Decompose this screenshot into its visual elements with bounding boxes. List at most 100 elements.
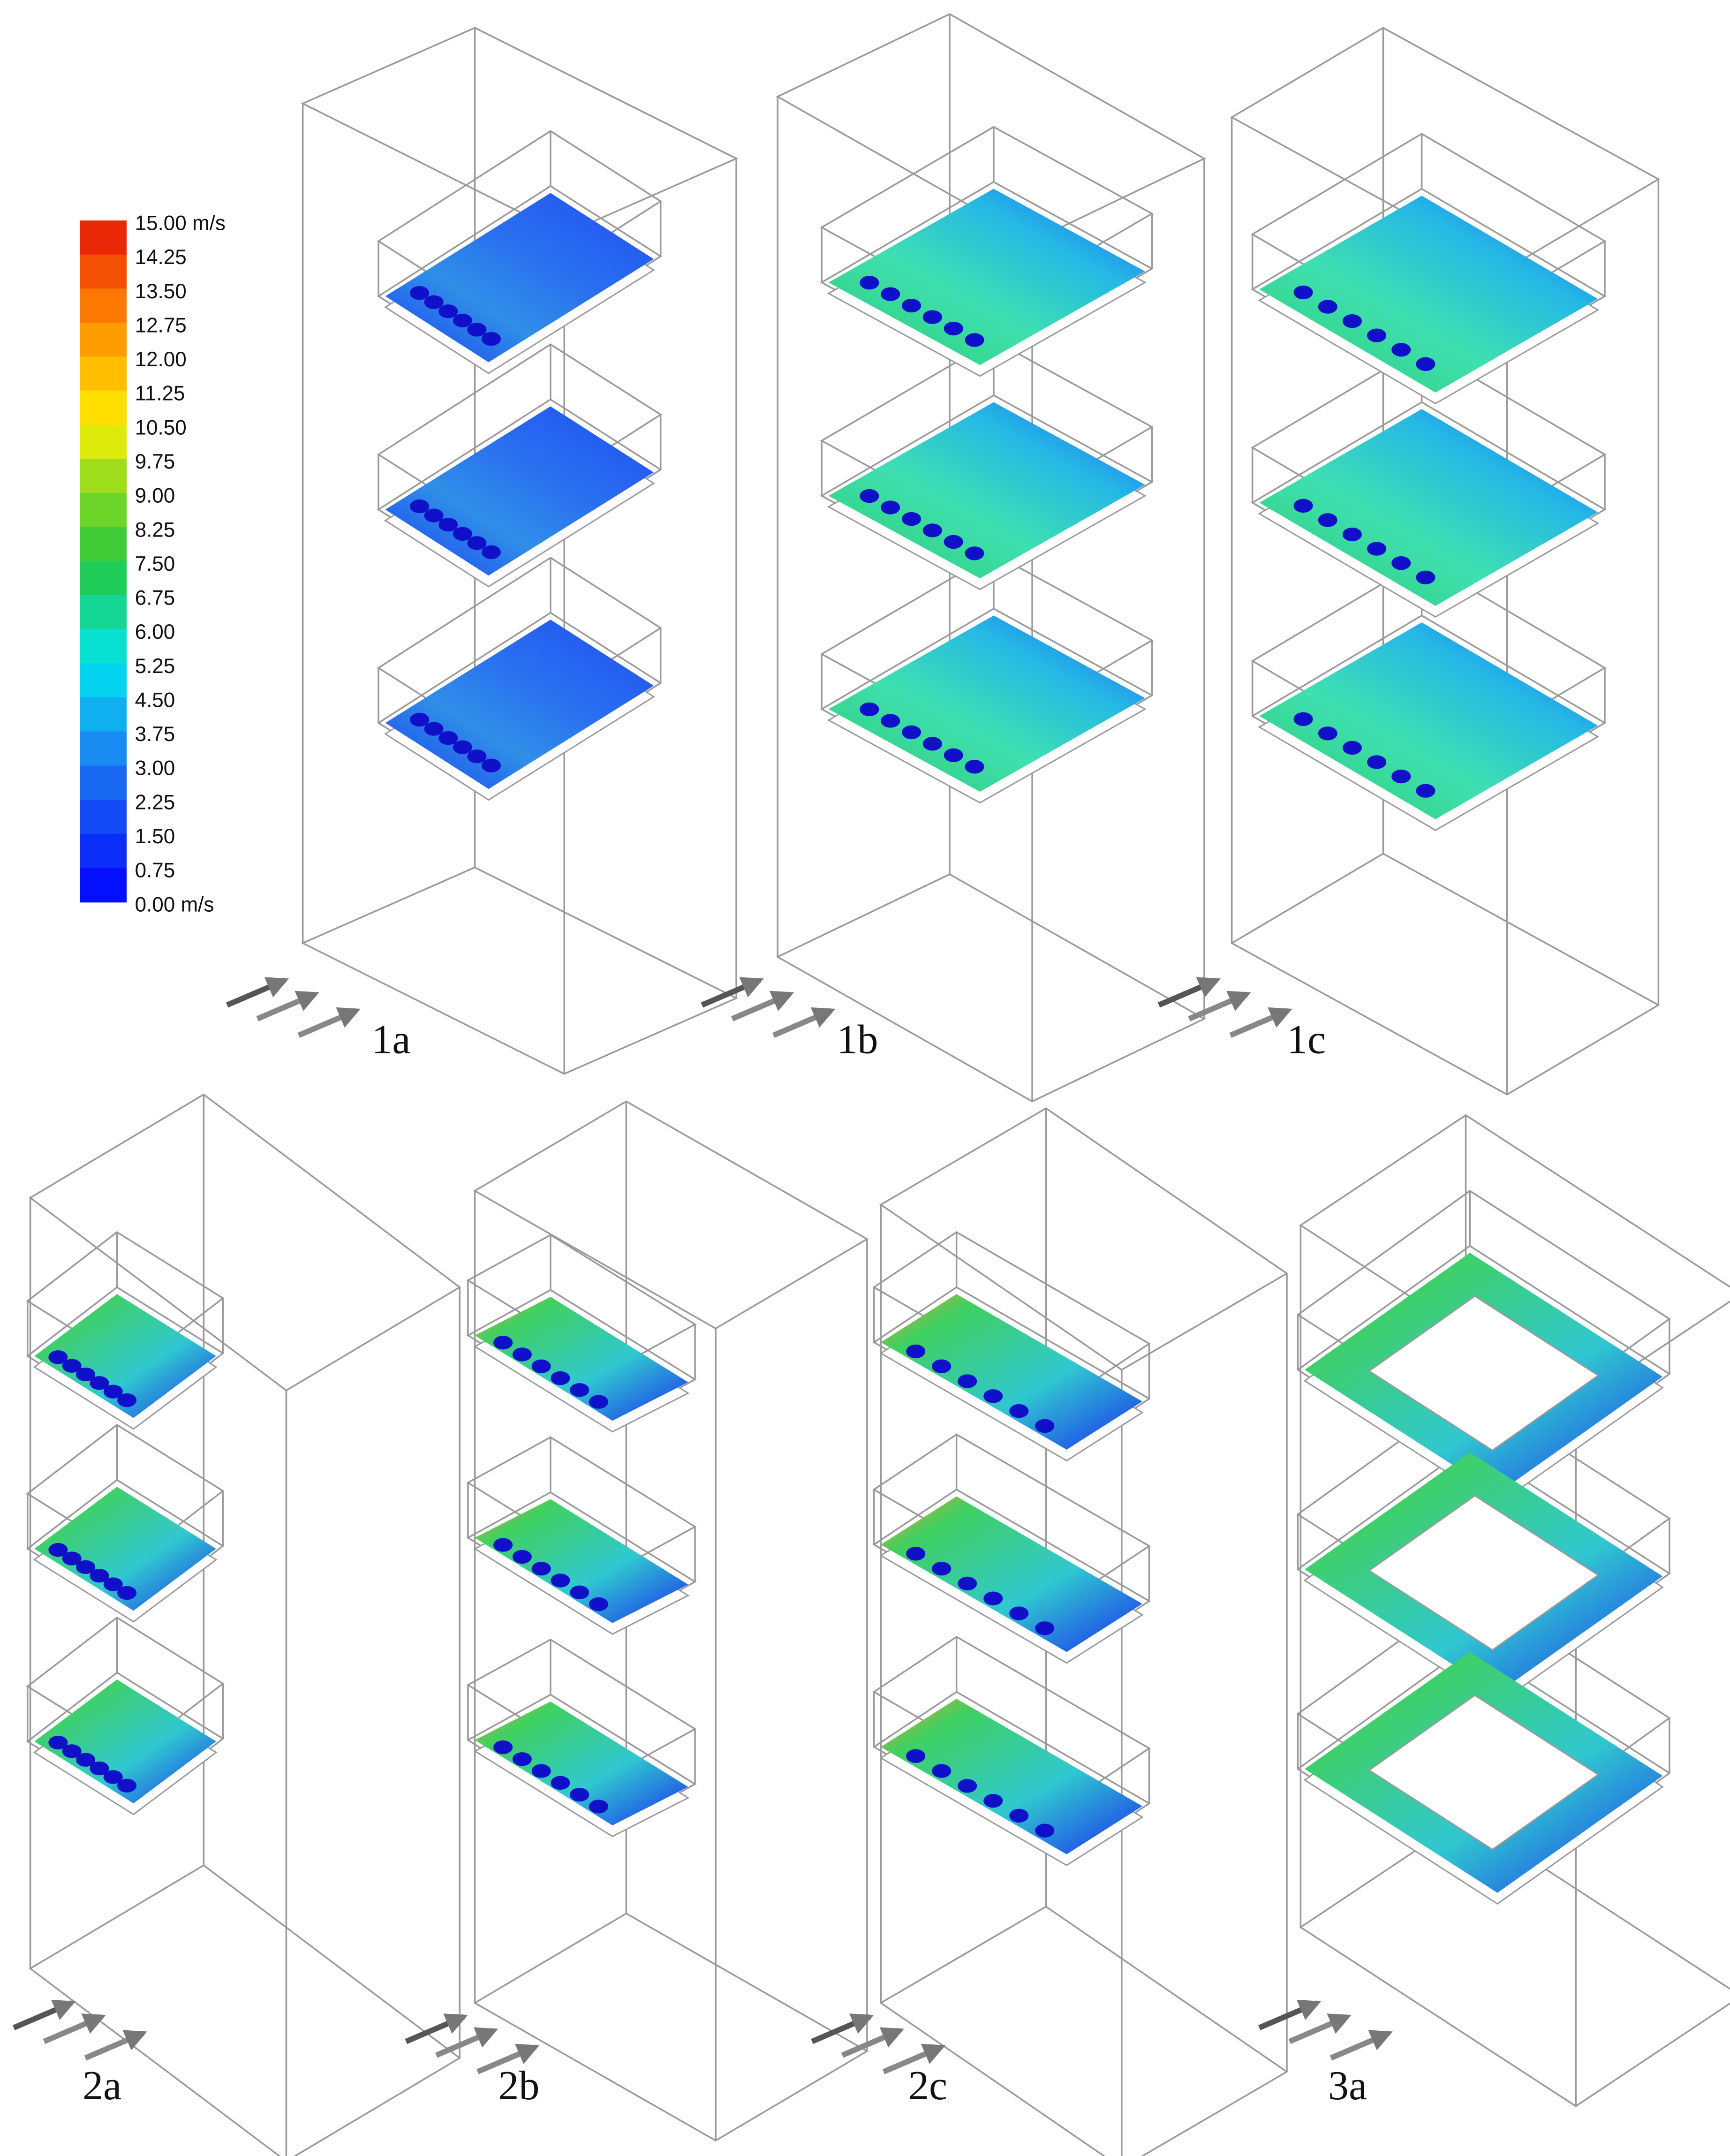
vortex [1416, 570, 1435, 584]
velocity-slab [881, 1699, 1142, 1854]
vortex [48, 1350, 68, 1364]
legend-label: 6.75 [135, 587, 175, 610]
legend-swatch [80, 288, 127, 324]
vortex [901, 298, 922, 313]
wind-arrow [1330, 2030, 1393, 2061]
vortex [1391, 556, 1411, 570]
legend-swatch [80, 731, 127, 766]
vortex [1035, 1419, 1055, 1433]
legend-label: 7.50 [135, 552, 175, 575]
vortex [944, 321, 963, 336]
vortex [76, 1367, 96, 1382]
legend-label: 4.50 [135, 688, 175, 711]
vortex [1416, 784, 1435, 798]
vortex [512, 1752, 532, 1766]
box-bottom [29, 1864, 461, 2156]
vortex [493, 1538, 513, 1552]
vortex [467, 749, 487, 764]
vortex [1367, 542, 1387, 556]
vortex [117, 1393, 137, 1407]
vortex [881, 500, 900, 514]
vortex [410, 286, 430, 300]
legend-label: 3.75 [135, 723, 175, 746]
vortex [906, 1344, 926, 1359]
vortex [76, 1560, 96, 1574]
vortex [424, 295, 444, 309]
vortex [90, 1569, 109, 1583]
vortex [589, 1597, 608, 1611]
vortex [860, 489, 879, 503]
legend-label: 13.50 [135, 280, 187, 303]
wind-arrow [731, 991, 794, 1021]
velocity-slab [1259, 409, 1598, 606]
legend-label: 2.25 [135, 791, 175, 814]
legend-label: 9.75 [135, 450, 175, 473]
legend-swatch [80, 765, 127, 801]
legend-label: 9.00 [135, 484, 175, 507]
legend-swatch [80, 561, 127, 596]
legend-label: 10.50 [135, 416, 187, 439]
vortex [467, 323, 487, 337]
wind-arrow [84, 2030, 147, 2061]
box-bottom [301, 866, 739, 1075]
velocity-slab [385, 620, 654, 789]
wind-arrow [841, 2027, 904, 2058]
vortex [531, 1764, 551, 1778]
velocity-slab [475, 1297, 688, 1421]
slab-hole [1367, 1694, 1600, 1851]
legend-label: 5.25 [135, 655, 175, 678]
vortex [901, 725, 922, 740]
vortex [551, 1371, 570, 1385]
vortex [932, 1764, 952, 1778]
vortex [958, 1576, 977, 1591]
vortex [117, 1586, 137, 1600]
vortex [965, 760, 984, 774]
vortex [1293, 285, 1313, 300]
vortex [881, 287, 900, 301]
vortex [103, 1770, 123, 1784]
legend-swatch [80, 527, 127, 562]
legend-swatch [80, 595, 127, 630]
vortex [1318, 726, 1337, 741]
vortex [48, 1543, 68, 1557]
vortex [983, 1591, 1003, 1605]
legend-swatch [80, 459, 127, 494]
legend-label: 0.75 [135, 859, 175, 882]
wind-arrow [1188, 991, 1251, 1021]
panel-label: 3a [1328, 2063, 1367, 2109]
vortex [1367, 328, 1387, 342]
vortex [1009, 1404, 1029, 1418]
legend-label: 11.25 [135, 382, 185, 405]
legend-label: 12.75 [135, 314, 187, 337]
legend-swatch [80, 629, 127, 664]
velocity-slab [34, 1487, 216, 1611]
vortex [1367, 755, 1387, 769]
vortex [410, 712, 430, 727]
velocity-slab [475, 1701, 688, 1826]
vortex [965, 546, 984, 560]
legend-swatch [80, 493, 127, 528]
legend-swatch [80, 424, 127, 460]
velocity-slab [385, 193, 654, 363]
vortex [958, 1779, 977, 1793]
vortex [881, 714, 900, 728]
vortex [922, 737, 942, 751]
vortex [906, 1547, 926, 1561]
velocity-slab [1259, 196, 1598, 393]
vortex [983, 1389, 1003, 1403]
wind-arrow [1157, 977, 1221, 1008]
vortex [531, 1561, 551, 1576]
wind-arrow [13, 1999, 76, 2030]
legend-swatch [80, 833, 127, 869]
vortex [932, 1561, 952, 1576]
vortex [453, 313, 472, 328]
vortex [424, 508, 444, 522]
vortex [944, 748, 963, 762]
vortex [1293, 499, 1313, 513]
vortex [944, 535, 963, 549]
vortex [983, 1793, 1003, 1808]
panel-label: 1a [371, 1017, 410, 1063]
vortex [965, 333, 984, 347]
vortex [1342, 314, 1362, 328]
